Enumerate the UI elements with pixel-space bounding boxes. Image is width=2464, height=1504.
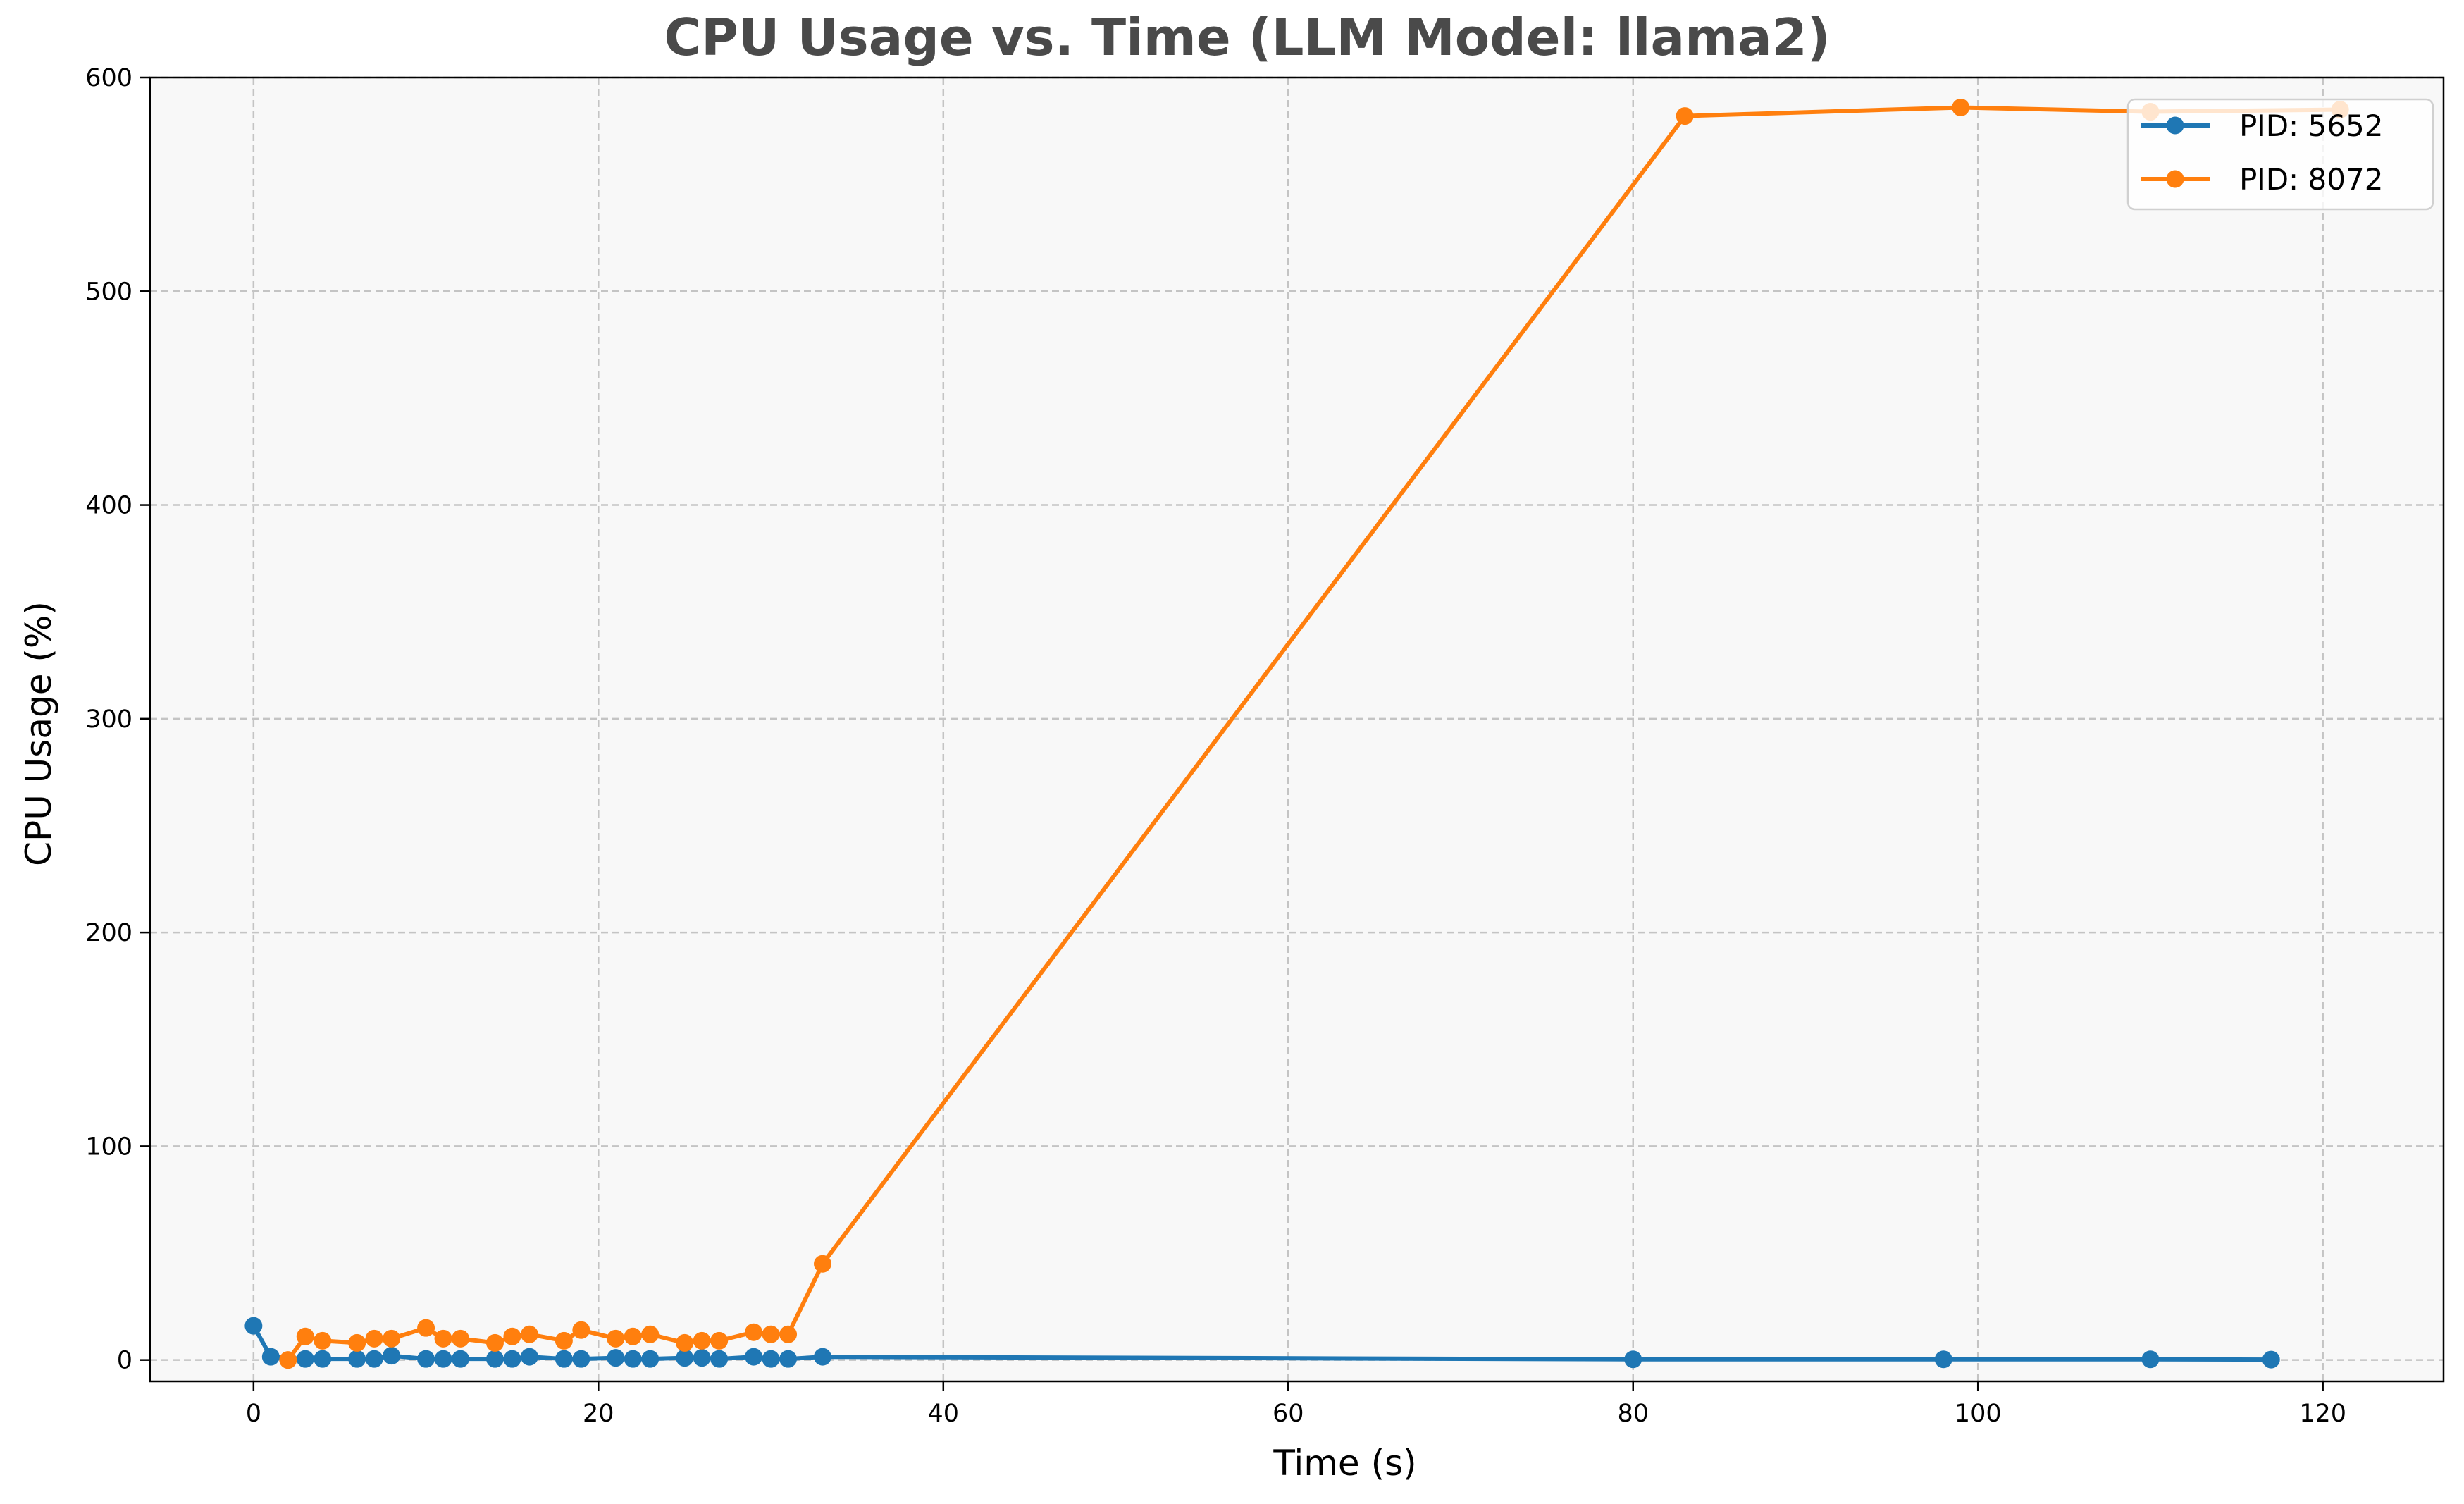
data-point <box>348 1333 366 1352</box>
data-point <box>485 1350 504 1368</box>
data-point <box>572 1321 590 1339</box>
legend-label: PID: 5652 <box>2239 109 2383 143</box>
x-tick-label: 120 <box>2299 1400 2346 1428</box>
y-tick-label: 100 <box>85 1133 132 1161</box>
data-point <box>607 1329 625 1348</box>
ticks: 0 20 40 60 80 100 120 0 100 200 300 400 500 600 <box>85 64 2346 1428</box>
data-point <box>1624 1350 1642 1369</box>
y-tick-label: 400 <box>85 492 132 520</box>
data-point <box>813 1348 831 1366</box>
y-tick-label: 600 <box>85 64 132 92</box>
data-point <box>365 1329 383 1348</box>
x-tick-label: 100 <box>1955 1400 2002 1428</box>
data-point <box>314 1350 332 1368</box>
data-point <box>503 1327 521 1345</box>
data-point <box>2141 1350 2160 1369</box>
series-layer <box>244 98 2349 1369</box>
plot-area <box>150 78 2444 1381</box>
data-point <box>745 1323 763 1341</box>
data-point <box>779 1325 798 1343</box>
data-point <box>520 1325 538 1343</box>
data-point <box>314 1331 332 1350</box>
data-point <box>383 1347 401 1365</box>
y-axis-label: CPU Usage (%) <box>18 601 59 866</box>
data-point <box>813 1255 831 1273</box>
data-point <box>710 1350 729 1368</box>
x-tick-label: 40 <box>928 1400 960 1428</box>
x-axis-label: Time (s) <box>1273 1443 1416 1484</box>
legend-label: PID: 8072 <box>2239 162 2383 197</box>
plot-frame <box>149 76 2445 1383</box>
data-point <box>779 1350 798 1368</box>
data-point <box>417 1319 435 1337</box>
data-point <box>555 1331 573 1350</box>
data-point <box>434 1329 452 1348</box>
data-point <box>261 1348 280 1366</box>
x-tick-label: 20 <box>583 1400 614 1428</box>
y-tick-label: 500 <box>85 278 132 306</box>
legend-swatch-marker <box>2166 170 2184 188</box>
data-point <box>693 1331 711 1350</box>
data-point <box>434 1350 452 1368</box>
series-2 <box>279 98 2349 1369</box>
data-point <box>296 1327 314 1345</box>
y-tick-label: 300 <box>85 705 132 734</box>
data-point <box>365 1350 383 1368</box>
data-point <box>244 1317 263 1335</box>
data-point <box>641 1325 660 1343</box>
data-point <box>710 1331 729 1350</box>
data-point <box>452 1329 470 1348</box>
data-point <box>1676 107 1694 125</box>
data-point <box>520 1348 538 1366</box>
y-tick-label: 0 <box>117 1347 132 1375</box>
data-point <box>503 1350 521 1368</box>
data-point <box>607 1349 625 1367</box>
data-point <box>296 1350 314 1368</box>
data-point <box>383 1329 401 1348</box>
data-point <box>417 1350 435 1368</box>
x-tick-label: 0 <box>246 1400 261 1428</box>
data-point <box>624 1350 642 1368</box>
data-point <box>641 1350 660 1368</box>
data-point <box>452 1350 470 1368</box>
data-point <box>676 1333 694 1352</box>
data-point <box>762 1350 780 1368</box>
data-point <box>1952 98 1970 116</box>
data-point <box>762 1325 780 1343</box>
chart-title: CPU Usage vs. Time (LLM Model: llama2) <box>664 8 1830 67</box>
data-point <box>624 1327 642 1345</box>
data-point <box>745 1348 763 1366</box>
legend-swatch-marker <box>2166 116 2184 135</box>
data-point <box>693 1349 711 1367</box>
data-point <box>2262 1350 2280 1369</box>
data-point <box>485 1333 504 1352</box>
data-point <box>555 1350 573 1368</box>
series-1 <box>244 1317 2280 1369</box>
x-tick-label: 60 <box>1273 1400 1304 1428</box>
legend: PID: 5652 PID: 8072 <box>2126 98 2434 211</box>
data-point <box>676 1349 694 1367</box>
x-tick-label: 80 <box>1617 1400 1649 1428</box>
data-point <box>279 1351 297 1369</box>
y-tick-label: 200 <box>85 919 132 947</box>
data-point <box>348 1350 366 1368</box>
data-point <box>572 1350 590 1368</box>
data-point <box>1934 1350 1952 1369</box>
